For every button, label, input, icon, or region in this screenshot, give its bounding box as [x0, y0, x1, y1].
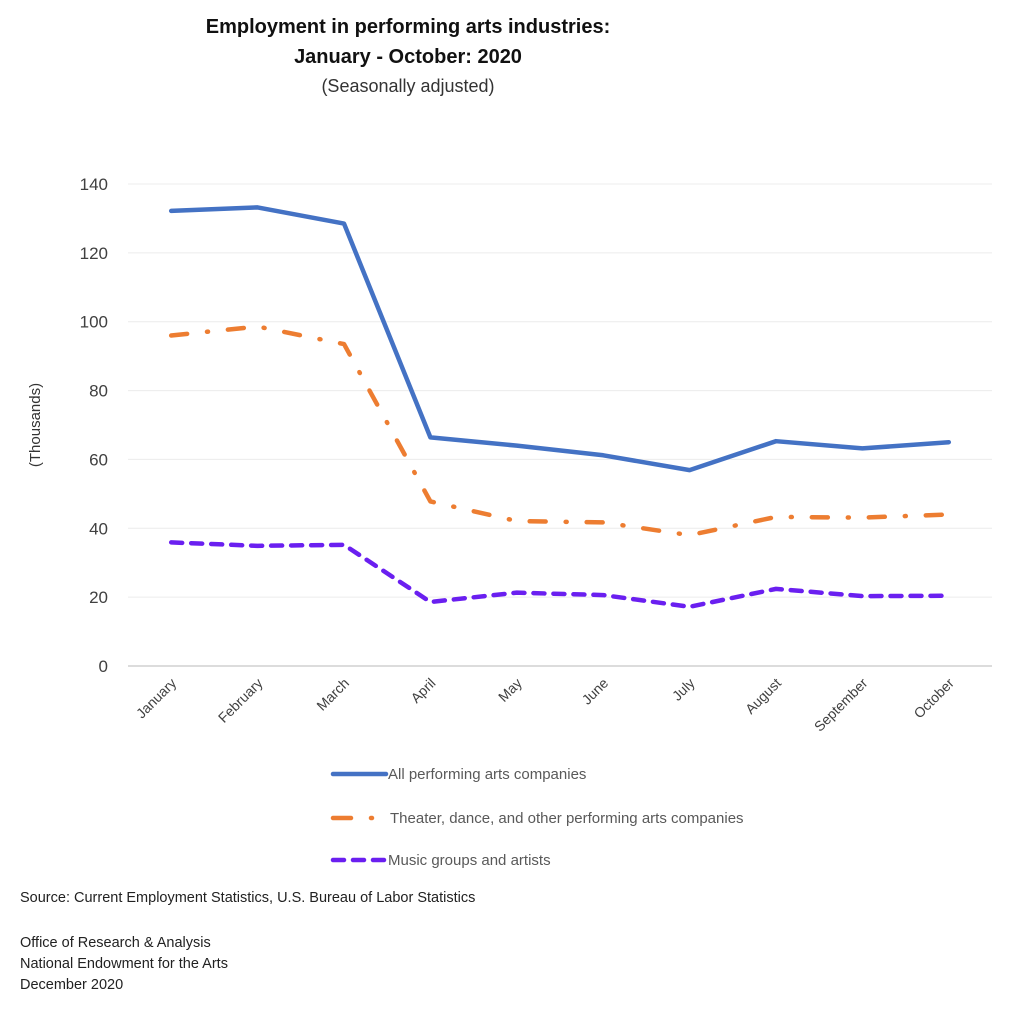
x-tick-label: March	[313, 675, 352, 714]
x-tick-label: June	[579, 675, 612, 708]
y-tick-label: 100	[80, 313, 108, 332]
gridlines	[128, 183, 992, 667]
y-tick-label: 80	[89, 382, 108, 401]
line-chart: 0 20 40 60 80 100 120 140 (Thousands) January Fe…	[27, 175, 992, 869]
y-tick-label: 120	[80, 244, 108, 263]
legend-label-1: All performing arts companies	[388, 766, 586, 783]
series-lines	[168, 205, 952, 610]
chart-title-line2: January - October: 2020	[294, 46, 522, 68]
y-axis-label: (Thousands)	[27, 383, 44, 467]
y-tick-label: 0	[99, 657, 108, 676]
legend: All performing arts companies Theater, da…	[330, 766, 744, 869]
chart-subtitle: (Seasonally adjusted)	[321, 76, 495, 96]
x-tick-label: October	[910, 675, 957, 722]
x-tick-label: January	[133, 675, 180, 722]
y-tick-label: 140	[80, 175, 108, 194]
source-note: Source: Current Employment Statistics, U…	[20, 890, 476, 906]
legend-label-2: Theater, dance, and other performing art…	[390, 810, 744, 827]
y-tick-label: 60	[89, 450, 108, 469]
x-tick-label: July	[669, 675, 698, 704]
series-line-2	[168, 324, 952, 538]
x-tick-label: May	[495, 675, 525, 705]
series-line-3	[168, 540, 952, 610]
y-tick-label: 20	[89, 588, 108, 607]
publication-date: December 2020	[20, 977, 124, 993]
x-axis-ticks: January February March April May June July Augu…	[133, 675, 957, 735]
y-tick-label: 40	[89, 519, 108, 538]
office-name: Office of Research & Analysis	[20, 935, 211, 951]
legend-label-3: Music groups and artists	[388, 852, 551, 869]
y-axis-ticks: 0 20 40 60 80 100 120 140	[80, 175, 108, 676]
x-tick-label: April	[407, 675, 438, 706]
agency-name: National Endowment for the Arts	[20, 956, 228, 972]
x-tick-label: August	[742, 675, 784, 717]
chart-title: Employment in performing arts industries…	[205, 16, 611, 38]
x-tick-label: September	[811, 675, 871, 735]
series-line-1	[168, 205, 952, 473]
x-tick-label: February	[215, 675, 266, 726]
